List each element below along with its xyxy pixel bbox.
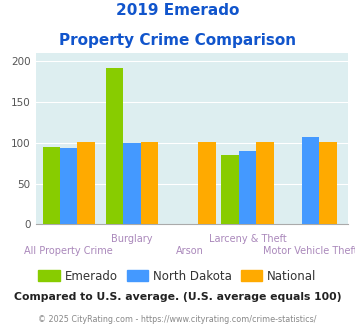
Bar (60, 148, 77, 224)
Text: Motor Vehicle Theft: Motor Vehicle Theft (263, 246, 355, 256)
Text: © 2025 CityRating.com - https://www.cityrating.com/crime-statistics/: © 2025 CityRating.com - https://www.city… (38, 315, 317, 324)
Bar (77, 142, 95, 224)
Bar (302, 137, 320, 224)
Bar (256, 142, 274, 224)
Text: Larceny & Theft: Larceny & Theft (209, 234, 286, 244)
Bar (106, 68, 123, 224)
Bar (198, 142, 216, 224)
Text: All Property Crime: All Property Crime (24, 246, 113, 256)
Bar (239, 151, 256, 224)
Text: Burglary: Burglary (111, 234, 153, 244)
Bar (123, 143, 141, 224)
Bar (320, 142, 337, 224)
Text: Property Crime Comparison: Property Crime Comparison (59, 33, 296, 48)
Bar (222, 155, 239, 224)
Bar (43, 147, 60, 224)
Legend: Emerado, North Dakota, National: Emerado, North Dakota, National (34, 265, 321, 287)
Text: Arson: Arson (176, 246, 204, 256)
Bar (141, 142, 158, 224)
Text: 2019 Emerado: 2019 Emerado (116, 3, 239, 18)
Text: Compared to U.S. average. (U.S. average equals 100): Compared to U.S. average. (U.S. average … (14, 292, 341, 302)
